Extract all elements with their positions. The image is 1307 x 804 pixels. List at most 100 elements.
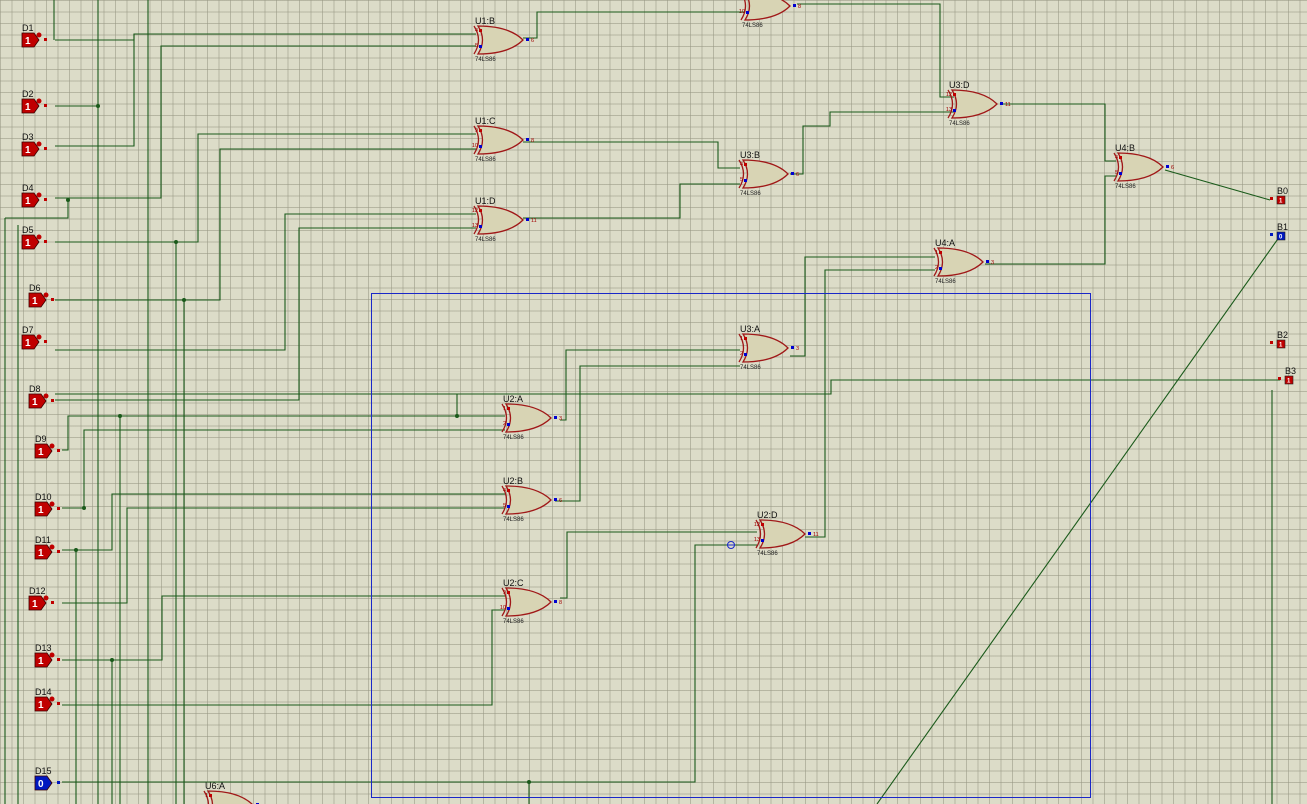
xor-gate[interactable]: U2:D 74LS86 12 13 11 bbox=[754, 510, 819, 557]
wire-22 bbox=[560, 349, 740, 421]
xor-gate[interactable]: U1:C 74LS86 9 10 8 bbox=[472, 116, 534, 163]
xor-gate[interactable]: U4:B 74LS86 4 5 6 bbox=[1113, 143, 1174, 190]
gate-body bbox=[758, 519, 806, 549]
input-toggle-body[interactable] bbox=[34, 544, 53, 560]
logic-state-input[interactable]: D11 bbox=[21, 23, 47, 48]
gate-body bbox=[476, 205, 524, 235]
pin-number-label: 10 bbox=[500, 605, 506, 611]
gate-body bbox=[741, 159, 789, 189]
logic-state-input[interactable]: D61 bbox=[28, 283, 54, 308]
input-toggle-body[interactable] bbox=[28, 292, 47, 308]
junction-dot-5 bbox=[82, 506, 86, 510]
junction-dot-0 bbox=[66, 198, 70, 202]
logic-state-input[interactable]: D81 bbox=[28, 384, 54, 409]
pin-number-label: 5 bbox=[740, 177, 743, 183]
input-toggle-body[interactable] bbox=[34, 443, 53, 459]
input-pin-marker bbox=[57, 507, 60, 510]
xor-gate[interactable]: U4:A 74LS86 1 2 3 bbox=[933, 238, 994, 285]
gate-part-label: 74LS86 bbox=[503, 435, 524, 441]
input-value-label: 1 bbox=[25, 238, 31, 249]
selection-box[interactable] bbox=[371, 293, 1091, 798]
gate-ref-label: U4:A bbox=[935, 238, 955, 248]
input-name-label: D5 bbox=[22, 225, 34, 235]
high-indicator-dot bbox=[49, 544, 55, 550]
logic-state-input[interactable]: D31 bbox=[21, 132, 47, 157]
xor-gate[interactable]: U2:A 74LS86 1 2 3 bbox=[501, 394, 562, 441]
output-pin-marker bbox=[793, 4, 796, 7]
input-pin-marker bbox=[44, 38, 47, 41]
output-value-label: 1 bbox=[1287, 379, 1291, 385]
output-value-label: 1 bbox=[1279, 199, 1283, 205]
xor-gate[interactable]: 74LS86 10 8 bbox=[739, 0, 801, 29]
input-pin-marker bbox=[507, 489, 510, 492]
wire-28 bbox=[876, 235, 1281, 804]
logic-state-input[interactable]: D41 bbox=[21, 183, 47, 208]
output-pin-marker bbox=[1270, 197, 1273, 200]
wire-21 bbox=[1164, 169, 1271, 201]
pin-number-label: 5 bbox=[503, 503, 506, 509]
input-toggle-body[interactable] bbox=[34, 501, 53, 517]
input-toggle-body[interactable] bbox=[21, 32, 40, 48]
input-toggle-body[interactable] bbox=[34, 696, 53, 712]
logic-state-input[interactable]: D21 bbox=[21, 89, 47, 114]
pin-number-label: 6 bbox=[1171, 165, 1174, 171]
logic-state-input[interactable]: D51 bbox=[21, 225, 47, 250]
input-toggle-body[interactable] bbox=[21, 234, 40, 250]
input-pin-marker bbox=[479, 145, 482, 148]
pin-number-label: 2 bbox=[935, 265, 938, 271]
input-toggle-body[interactable] bbox=[34, 775, 53, 791]
input-toggle-body[interactable] bbox=[21, 192, 40, 208]
gate-part-label: 74LS86 bbox=[740, 191, 761, 197]
xor-gate[interactable]: U3:A 74LS86 1 2 3 bbox=[738, 324, 799, 371]
gate-input-curve bbox=[755, 519, 762, 549]
xor-gate[interactable]: U1:B 74LS86 4 5 6 bbox=[473, 16, 534, 63]
input-value-label: 1 bbox=[25, 338, 31, 349]
gate-body bbox=[206, 790, 253, 804]
xor-gate[interactable]: U2:C 74LS86 9 10 8 bbox=[500, 578, 562, 625]
output-pin-marker bbox=[554, 600, 557, 603]
xor-gate[interactable]: U1:D 74LS86 12 13 11 bbox=[472, 196, 537, 243]
input-value-label: 0 bbox=[38, 779, 44, 790]
logic-state-input[interactable]: D71 bbox=[21, 325, 47, 350]
input-toggle-body[interactable] bbox=[28, 393, 47, 409]
input-toggle-body[interactable] bbox=[21, 141, 40, 157]
xor-gate[interactable]: U2:B 74LS86 4 5 6 bbox=[501, 476, 562, 523]
pin-number-label: 4 bbox=[740, 162, 743, 168]
gate-body bbox=[741, 333, 789, 363]
logic-probe-output[interactable]: B2 1 bbox=[1270, 330, 1288, 349]
logic-state-input[interactable]: D91 bbox=[34, 434, 60, 459]
logic-probe-output[interactable]: B1 0 bbox=[1270, 222, 1288, 241]
pin-number-label: 8 bbox=[531, 138, 534, 144]
wire-13 bbox=[62, 544, 757, 783]
input-toggle-body[interactable] bbox=[21, 98, 40, 114]
gate-input-curve bbox=[473, 125, 480, 155]
junction-dot-3 bbox=[182, 298, 186, 302]
input-pin-marker bbox=[744, 337, 747, 340]
xor-gate[interactable]: U3:B 74LS86 4 5 6 bbox=[738, 150, 799, 197]
logic-probe-output[interactable]: B0 1 bbox=[1270, 186, 1288, 205]
input-pin-marker bbox=[744, 163, 747, 166]
xor-gate[interactable]: U3:D 74LS86 12 13 11 bbox=[946, 80, 1011, 127]
xor-gate[interactable]: U6:A 1 bbox=[203, 781, 259, 804]
pin-number-label: 11 bbox=[1005, 102, 1011, 108]
input-toggle-body[interactable] bbox=[21, 334, 40, 350]
input-name-label: D11 bbox=[35, 535, 51, 545]
logic-probe-output[interactable]: B3 1 bbox=[1278, 366, 1296, 385]
pin-number-label: 6 bbox=[531, 38, 534, 44]
wire-20 bbox=[985, 175, 1116, 265]
input-name-label: D8 bbox=[29, 384, 41, 394]
input-pin-marker bbox=[57, 550, 60, 553]
input-toggle-body[interactable] bbox=[34, 652, 53, 668]
gate-input-curve bbox=[501, 485, 508, 515]
input-toggle-body[interactable] bbox=[28, 595, 47, 611]
gate-body bbox=[1116, 152, 1164, 182]
pin-number-label: 11 bbox=[813, 532, 819, 538]
output-pin-marker bbox=[1270, 233, 1273, 236]
